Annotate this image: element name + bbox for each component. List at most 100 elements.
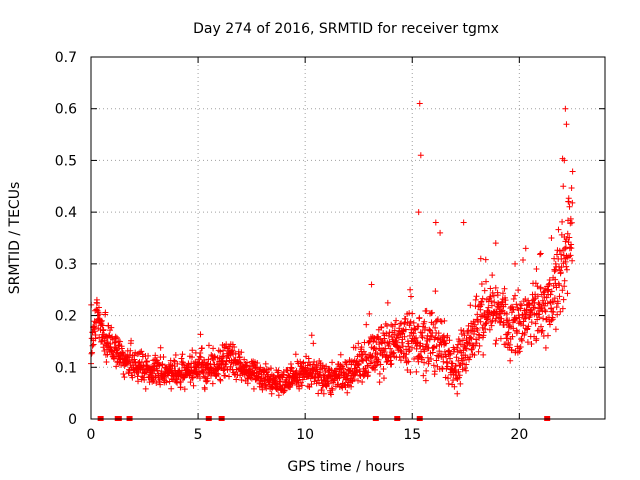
data-point [567,215,574,222]
data-point [429,309,436,316]
data-point [362,368,369,375]
data-point [308,332,315,339]
data-point [204,377,211,384]
data-point [281,387,288,394]
data-point [200,373,207,380]
data-point [384,299,391,306]
data-point [307,361,314,368]
data-point [238,349,245,356]
data-point [397,347,404,354]
data-point [547,291,554,298]
grid-layer [91,57,605,419]
data-point [458,327,465,334]
data-point [536,314,543,321]
data-point [108,347,115,354]
y-tick-label: 0 [68,412,77,428]
data-point [368,357,375,364]
data-point [325,380,332,387]
data-point [548,235,555,241]
data-point [373,346,380,353]
data-point [500,321,507,328]
data-point [547,321,554,328]
data-point [422,377,429,384]
data-point [322,368,329,375]
data-point [538,323,545,330]
data-point [461,332,468,339]
data-point [407,318,414,325]
data-point [222,372,229,379]
data-point [91,328,98,335]
data-point [514,328,521,335]
data-point [563,121,570,128]
data-point [532,280,539,287]
data-point [554,300,561,307]
data-point [522,315,529,322]
data-point [554,311,561,318]
data-point [419,334,426,341]
data-point [535,311,542,318]
data-point [399,343,406,350]
data-point [381,349,388,355]
data-point [254,360,261,367]
data-point [551,268,558,275]
data-point [250,385,257,392]
data-point [102,309,109,316]
data-point [485,304,492,311]
data-point [498,299,505,306]
data-point [488,302,495,309]
y-tick-label: 0.5 [55,153,77,169]
data-point [431,368,438,375]
data-point [113,363,120,370]
data-point [427,333,434,340]
data-point [457,341,464,348]
data-point [559,305,566,312]
data-point [509,303,516,310]
data-point [172,352,179,359]
data-point [328,391,335,398]
data-point [482,256,489,263]
data-point [135,369,142,376]
data-point [177,384,184,391]
data-point [478,301,485,308]
data-point [419,356,426,363]
data-point [569,199,576,206]
data-point [474,327,481,334]
data-point [466,341,473,348]
data-point [366,310,373,317]
data-point [502,341,509,348]
data-point [542,308,549,315]
data-point [499,290,506,297]
data-point [177,378,184,385]
data-point [507,357,514,364]
data-point [435,330,442,337]
data-point [560,183,567,190]
data-point [468,346,475,353]
data-point [168,385,175,392]
data-point [111,355,118,362]
data-point [152,374,159,381]
data-point [103,359,110,366]
data-point [189,347,196,354]
data-point [229,347,236,354]
data-point [358,344,365,351]
data-point [477,255,484,262]
data-point [423,367,430,374]
data-point [411,335,418,342]
data-point [108,324,115,331]
data-point [510,296,517,303]
data-point [509,333,516,340]
data-point [562,258,569,265]
y-tick-labels: 0 0.1 0.2 0.3 0.4 0.5 0.6 0.7 [55,50,77,428]
data-point [459,337,466,344]
data-point [237,372,244,379]
data-point [308,381,315,388]
data-point [129,374,136,381]
data-point [342,358,349,365]
data-point [556,293,563,300]
data-point [121,374,128,381]
data-point [518,337,525,344]
data-point [475,348,482,355]
data-point [405,343,412,350]
data-point [559,287,566,294]
